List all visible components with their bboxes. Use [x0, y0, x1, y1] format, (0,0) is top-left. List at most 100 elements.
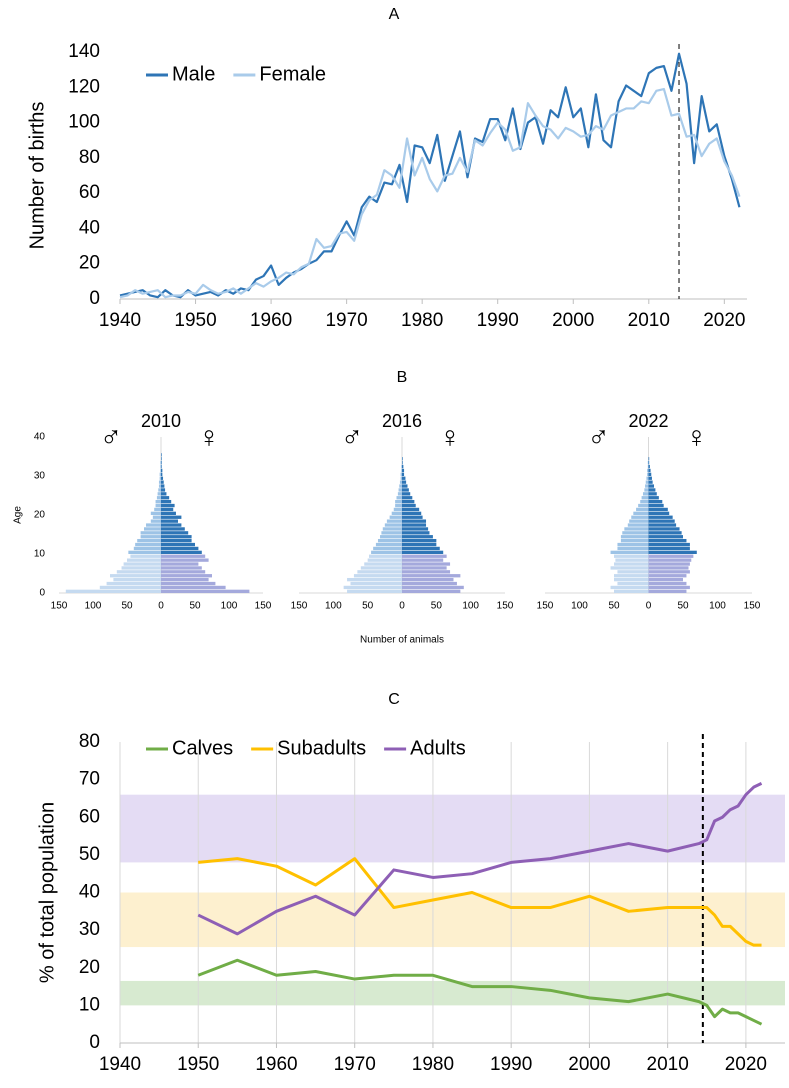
x-tick-label: 2020 — [725, 1054, 767, 1075]
x-tick-label: 150 — [255, 601, 272, 612]
x-tick-label: 2000 — [568, 1054, 610, 1075]
y-tick-label: 70 — [79, 769, 100, 790]
bar — [128, 550, 161, 554]
bar — [158, 480, 161, 484]
bar — [161, 488, 166, 492]
bar — [161, 570, 206, 574]
bar — [401, 468, 402, 473]
bar — [384, 523, 402, 527]
bar — [161, 503, 175, 508]
x-axis-title: Number of animals — [360, 635, 444, 646]
y-axis-title: Number of births — [26, 102, 48, 250]
bar — [159, 472, 161, 476]
bar — [648, 499, 663, 504]
x-tick-label: 50 — [431, 601, 443, 612]
bar — [160, 460, 161, 465]
bar — [648, 484, 655, 488]
sex-symbol: ♂ — [341, 421, 364, 454]
bar — [400, 472, 402, 476]
bar — [648, 550, 697, 554]
bar — [158, 484, 161, 488]
sex-symbol: ♀ — [439, 421, 462, 454]
bar — [648, 574, 687, 578]
bar — [648, 531, 682, 535]
bar — [648, 558, 692, 562]
bar — [402, 577, 454, 582]
panel-title: C — [388, 691, 400, 708]
bar — [402, 511, 422, 515]
bar — [382, 527, 402, 531]
legend-label: Adults — [410, 737, 466, 759]
bar — [155, 503, 161, 508]
bar — [648, 480, 653, 484]
bar — [154, 507, 161, 512]
bar — [648, 523, 677, 527]
x-tick-label: 100 — [462, 601, 479, 612]
bar — [648, 566, 689, 570]
x-tick-label: 100 — [571, 601, 588, 612]
reference-band — [120, 980, 785, 1006]
bar — [648, 570, 690, 574]
bar — [642, 492, 649, 496]
bar — [648, 519, 675, 523]
bar — [161, 515, 182, 519]
bar — [161, 523, 182, 527]
bar — [137, 538, 161, 543]
bar — [648, 554, 694, 558]
bar — [398, 488, 402, 492]
bar — [140, 535, 161, 539]
reference-band — [120, 892, 785, 948]
bar — [402, 562, 451, 566]
bar — [402, 535, 433, 539]
bar — [161, 457, 162, 461]
bar — [645, 480, 649, 484]
bar — [610, 585, 649, 590]
bar — [402, 554, 447, 558]
y-tick-label: 10 — [79, 994, 100, 1015]
x-tick-label: 100 — [709, 601, 726, 612]
y-tick-label: 60 — [79, 182, 100, 203]
bar — [353, 574, 402, 578]
data-line — [198, 857, 762, 947]
bar — [645, 484, 649, 488]
bar — [161, 527, 185, 531]
y-tick-label: 140 — [68, 41, 100, 62]
sex-symbol: ♀ — [685, 421, 708, 454]
bar — [161, 453, 162, 457]
bar — [614, 589, 649, 593]
bar — [641, 496, 649, 500]
bar — [648, 472, 652, 476]
bar — [157, 492, 161, 496]
bar — [381, 531, 402, 535]
bar — [161, 577, 209, 582]
bar — [364, 562, 402, 566]
bar — [402, 457, 403, 461]
bar — [647, 468, 649, 473]
bar — [614, 577, 649, 582]
bar — [127, 558, 161, 562]
bar — [648, 464, 650, 469]
bar — [648, 496, 659, 500]
bar — [160, 468, 161, 473]
legend-label: Male — [172, 63, 215, 85]
y-tick-label: 30 — [34, 471, 46, 482]
bar — [161, 574, 212, 578]
panel-title: A — [389, 6, 400, 23]
bar — [648, 460, 650, 465]
bar — [622, 531, 649, 535]
bar — [399, 484, 402, 488]
bar — [648, 542, 690, 547]
bar — [161, 511, 176, 515]
bar — [648, 585, 690, 590]
bar — [367, 558, 402, 562]
bar — [402, 499, 415, 504]
bar — [350, 581, 402, 586]
bar — [161, 460, 162, 465]
bar — [629, 519, 649, 523]
bar — [402, 558, 444, 562]
bar — [161, 507, 174, 512]
bar — [161, 468, 163, 473]
y-tick-label: 10 — [34, 549, 46, 560]
bar — [648, 511, 670, 515]
bar — [400, 476, 402, 480]
